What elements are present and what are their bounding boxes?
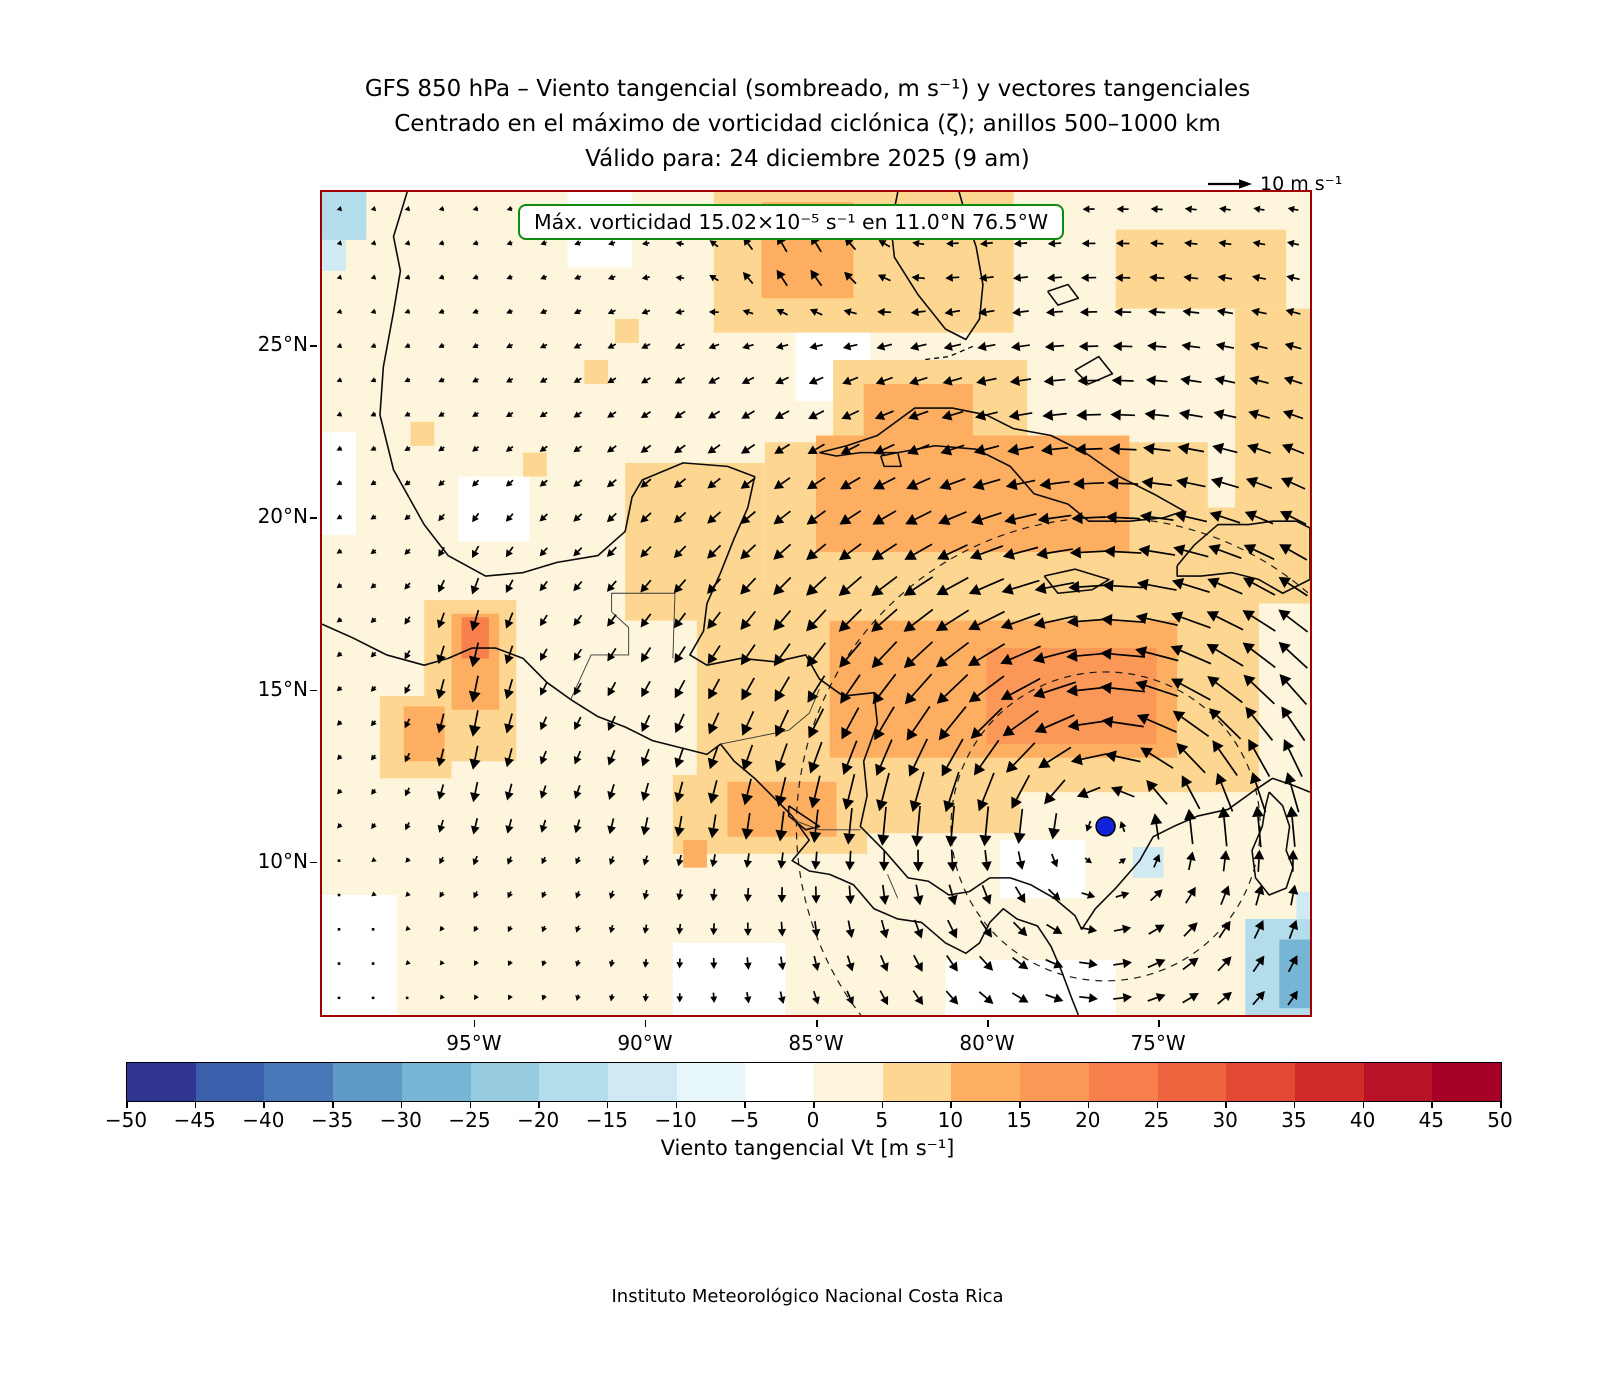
x-tick-mark xyxy=(987,1020,989,1027)
quiver-key: 10 m s⁻¹ xyxy=(1208,173,1342,195)
colorbar-cell xyxy=(539,1063,608,1101)
colorbar-tick-label: 5 xyxy=(875,1108,889,1132)
colorbar-cell xyxy=(1294,1063,1364,1101)
colorbar-tick-mark xyxy=(881,1102,884,1108)
colorbar-tick-mark xyxy=(332,1102,334,1108)
colorbar-tick-mark xyxy=(1225,1102,1227,1108)
colorbar-tick-label: −45 xyxy=(173,1108,216,1132)
vorticity-annotation-text: Máx. vorticidad 15.02×10⁻⁵ s⁻¹ en 11.0°N… xyxy=(534,210,1049,234)
colorbar-tick-mark xyxy=(1156,1102,1158,1108)
colorbar-cell xyxy=(1157,1063,1227,1101)
colorbar-tick-label: 20 xyxy=(1075,1108,1101,1132)
map-plot: Máx. vorticidad 15.02×10⁻⁵ s⁻¹ en 11.0°N… xyxy=(320,190,1312,1017)
colorbar-cell xyxy=(951,1063,1021,1101)
colorbar-cell xyxy=(1088,1063,1158,1101)
colorbar-tick-mark xyxy=(606,1102,609,1108)
colorbar-tick-label: 45 xyxy=(1418,1108,1445,1132)
x-tick-mark xyxy=(644,1020,647,1027)
colorbar-cell xyxy=(195,1063,265,1101)
colorbar-tick-label: 35 xyxy=(1281,1108,1307,1132)
colorbar-tick-mark xyxy=(126,1102,128,1108)
colorbar xyxy=(126,1062,1502,1102)
footer-credit: Instituto Meteorológico Nacional Costa R… xyxy=(611,1286,1004,1307)
x-tick-mark xyxy=(816,1020,818,1027)
x-tick-label: 75°W xyxy=(1130,1031,1186,1055)
colorbar-tick-mark xyxy=(675,1102,678,1108)
colorbar-cell xyxy=(676,1063,746,1101)
y-tick-label: 20°N xyxy=(257,504,308,529)
colorbar-tick-mark xyxy=(744,1102,746,1108)
colorbar-tick-label: 0 xyxy=(806,1108,820,1132)
colorbar-cell xyxy=(401,1063,471,1101)
colorbar-tick-mark xyxy=(1019,1102,1021,1108)
colorbar-cell xyxy=(607,1063,677,1101)
x-tick-label: 85°W xyxy=(788,1031,844,1055)
colorbar-tick-label: −40 xyxy=(242,1108,285,1132)
colorbar-tick-mark xyxy=(469,1102,471,1108)
x-tick-label: 80°W xyxy=(959,1031,1015,1055)
colorbar-tick-label: −5 xyxy=(729,1108,760,1132)
colorbar-cell xyxy=(814,1063,883,1101)
colorbar-tick-mark xyxy=(400,1102,403,1108)
colorbar-tick-mark xyxy=(813,1102,815,1108)
colorbar-tick-label: 15 xyxy=(1006,1108,1032,1132)
y-tick-mark xyxy=(310,345,317,347)
colorbar-cell xyxy=(333,1063,402,1101)
colorbar-tick-label: 50 xyxy=(1487,1108,1513,1132)
colorbar-tick-label: −50 xyxy=(104,1108,148,1132)
colorbar-tick-label: −35 xyxy=(310,1108,354,1132)
colorbar-tick-label: −30 xyxy=(379,1108,422,1132)
colorbar-cell xyxy=(1020,1063,1089,1101)
x-tick-label: 90°W xyxy=(617,1031,673,1055)
colorbar-tick-label: −10 xyxy=(654,1108,697,1132)
colorbar-tick-mark xyxy=(263,1102,265,1108)
colorbar-cell xyxy=(745,1063,815,1101)
reference-arrow-icon xyxy=(1208,179,1252,189)
map-canvas xyxy=(322,192,1310,1015)
y-tick-mark xyxy=(310,689,317,692)
colorbar-tick-label: 30 xyxy=(1212,1108,1238,1132)
y-tick-mark xyxy=(310,861,317,864)
colorbar-tick-label: 10 xyxy=(937,1108,964,1132)
colorbar-tick-mark xyxy=(194,1102,197,1108)
y-tick-label: 10°N xyxy=(257,848,308,873)
colorbar-tick-label: 25 xyxy=(1143,1108,1170,1132)
colorbar-tick-label: −15 xyxy=(585,1108,628,1132)
colorbar-tick-label: −20 xyxy=(517,1108,560,1132)
colorbar-cell xyxy=(470,1063,540,1101)
colorbar-tick-label: 40 xyxy=(1349,1108,1376,1132)
colorbar-cell xyxy=(127,1063,196,1101)
quiver-key-label: 10 m s⁻¹ xyxy=(1260,173,1343,195)
x-tick-mark xyxy=(473,1020,476,1027)
colorbar-cell xyxy=(882,1063,952,1101)
chart-title-line2: Centrado en el máximo de vorticidad cicl… xyxy=(394,111,1221,137)
colorbar-tick-mark xyxy=(1431,1102,1433,1108)
colorbar-cell xyxy=(1226,1063,1295,1101)
x-tick-label: 95°W xyxy=(446,1031,502,1055)
colorbar-label: Viento tangencial Vt [m s⁻¹] xyxy=(660,1136,955,1160)
colorbar-tick-mark xyxy=(538,1102,540,1108)
colorbar-tick-mark xyxy=(1293,1102,1296,1108)
chart-title-line3: Válido para: 24 diciembre 2025 (9 am) xyxy=(585,146,1030,172)
y-tick-label: 25°N xyxy=(257,332,308,357)
colorbar-tick-mark xyxy=(950,1102,952,1108)
colorbar-cell xyxy=(264,1063,334,1101)
chart-title-line1: GFS 850 hPa – Viento tangencial (sombrea… xyxy=(364,76,1251,102)
chart-title: GFS 850 hPa – Viento tangencial (sombrea… xyxy=(0,72,1615,177)
x-tick-mark xyxy=(1158,1020,1160,1027)
colorbar-tick-mark xyxy=(1500,1102,1502,1108)
vorticity-annotation: Máx. vorticidad 15.02×10⁻⁵ s⁻¹ en 11.0°N… xyxy=(518,204,1065,240)
colorbar-tick-mark xyxy=(1362,1102,1365,1108)
colorbar-cell xyxy=(1432,1063,1502,1101)
colorbar-cell xyxy=(1363,1063,1433,1101)
y-tick-mark xyxy=(310,517,317,519)
y-tick-label: 15°N xyxy=(257,676,308,701)
colorbar-tick-mark xyxy=(1087,1102,1090,1108)
colorbar-tick-label: −25 xyxy=(448,1108,491,1132)
